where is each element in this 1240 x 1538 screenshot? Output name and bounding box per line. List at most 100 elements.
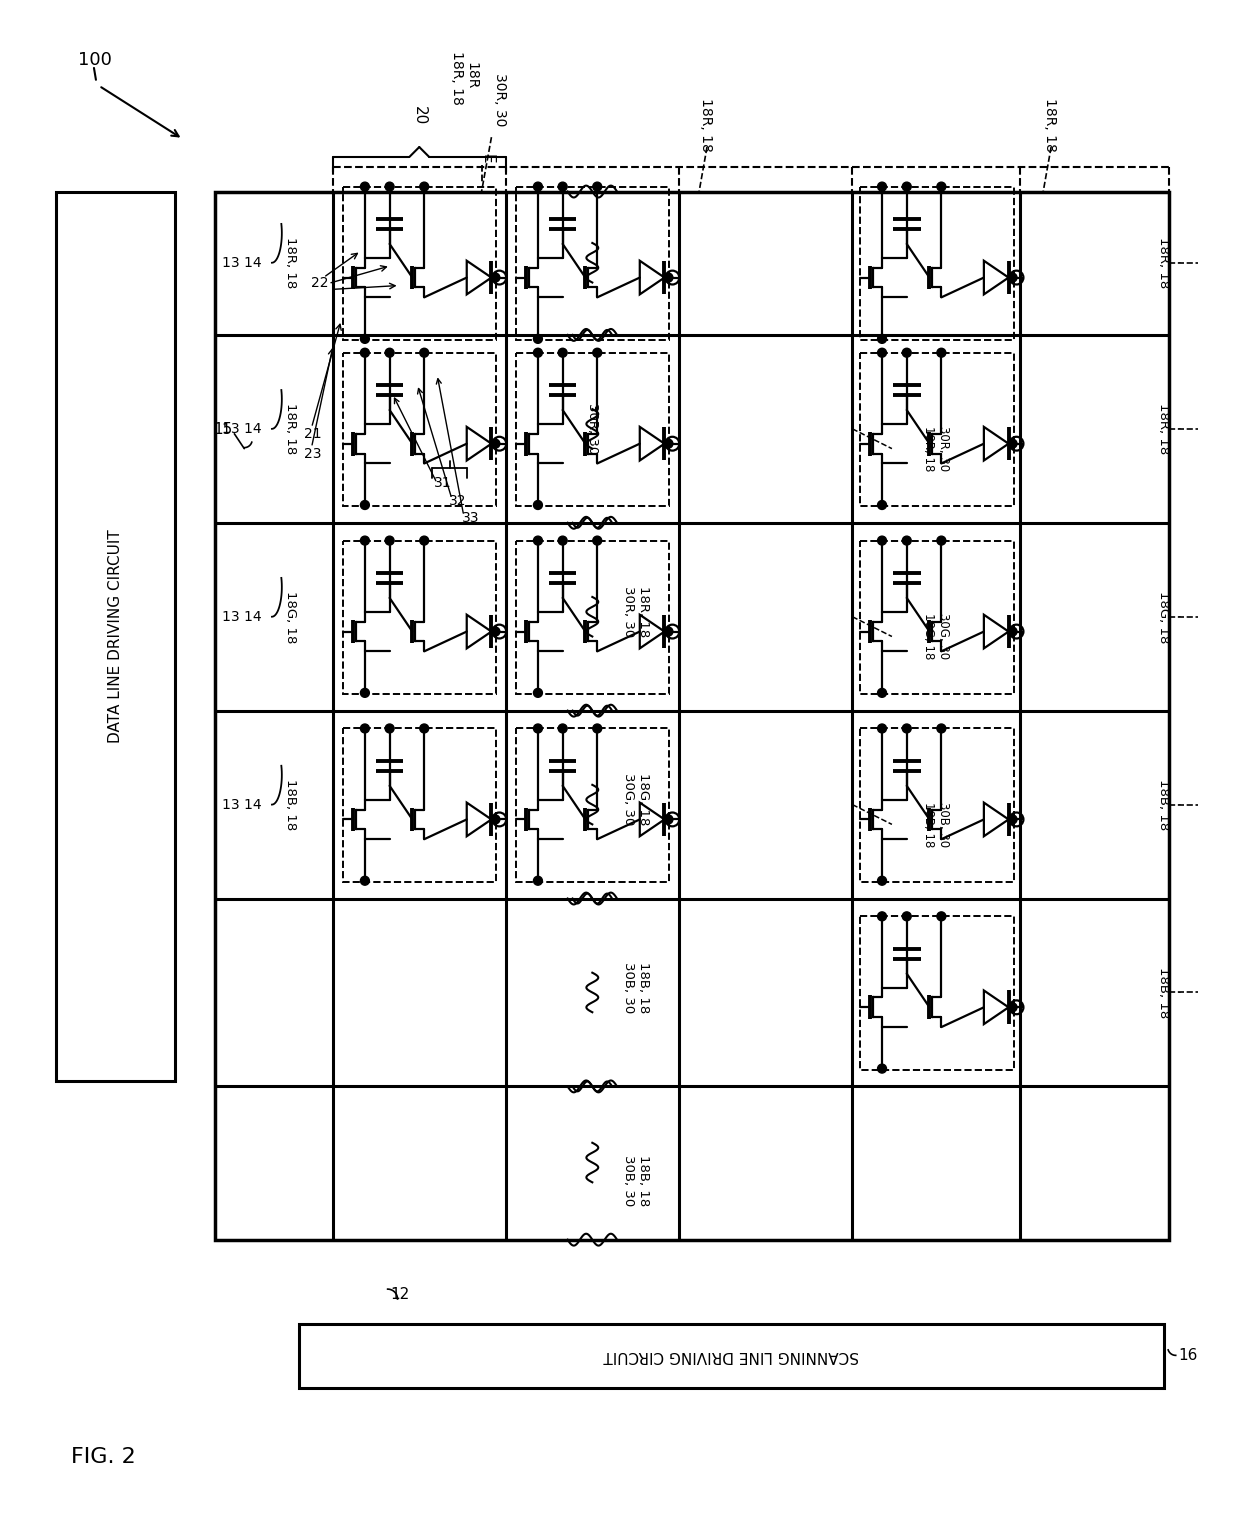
- Bar: [861, 917, 1013, 1069]
- Text: 18B, 18: 18B, 18: [637, 961, 650, 1014]
- Text: E: E: [480, 154, 495, 163]
- Circle shape: [420, 537, 429, 544]
- Bar: [861, 540, 1013, 694]
- Text: 18G, 18: 18G, 18: [637, 774, 650, 826]
- Bar: [343, 540, 496, 694]
- Circle shape: [558, 537, 567, 544]
- Text: 18R, 18: 18R, 18: [637, 586, 650, 637]
- Text: 32: 32: [449, 494, 466, 508]
- Text: 15: 15: [213, 423, 232, 437]
- Text: 23: 23: [304, 446, 321, 460]
- Text: 30G, 30: 30G, 30: [622, 774, 635, 826]
- Circle shape: [361, 334, 370, 343]
- Circle shape: [361, 181, 370, 191]
- Bar: [343, 186, 496, 340]
- Circle shape: [937, 181, 946, 191]
- Text: 18B, 18: 18B, 18: [1157, 778, 1171, 831]
- Circle shape: [533, 500, 542, 509]
- Circle shape: [491, 628, 500, 637]
- Text: 30R, 30: 30R, 30: [622, 586, 635, 637]
- Circle shape: [386, 537, 394, 544]
- Circle shape: [878, 500, 887, 509]
- Circle shape: [878, 1064, 887, 1074]
- Circle shape: [361, 689, 370, 697]
- Bar: [516, 352, 670, 506]
- Circle shape: [491, 440, 500, 448]
- Circle shape: [937, 348, 946, 357]
- Circle shape: [558, 348, 567, 357]
- Circle shape: [491, 815, 500, 824]
- Circle shape: [903, 724, 911, 734]
- Circle shape: [878, 877, 887, 886]
- Text: 13 14: 13 14: [222, 609, 262, 624]
- Circle shape: [420, 348, 429, 357]
- Text: 30G, 30
18G, 18: 30G, 30 18G, 18: [921, 614, 950, 660]
- Text: 18R, 18: 18R, 18: [1157, 237, 1171, 288]
- Circle shape: [878, 181, 887, 191]
- Text: 18R, 18: 18R, 18: [284, 403, 298, 454]
- Text: 30R, 30
18R, 18: 30R, 30 18R, 18: [921, 426, 950, 471]
- Circle shape: [593, 348, 601, 357]
- Text: 18B, 18: 18B, 18: [1157, 967, 1171, 1018]
- Circle shape: [663, 274, 673, 281]
- Circle shape: [903, 912, 911, 921]
- Text: SCANNING LINE DRIVING CIRCUIT: SCANNING LINE DRIVING CIRCUIT: [603, 1347, 858, 1363]
- Circle shape: [361, 348, 370, 357]
- Bar: [861, 352, 1013, 506]
- Circle shape: [878, 334, 887, 343]
- Circle shape: [663, 628, 673, 637]
- Circle shape: [593, 537, 601, 544]
- Bar: [861, 186, 1013, 340]
- Circle shape: [937, 912, 946, 921]
- Circle shape: [386, 181, 394, 191]
- Circle shape: [903, 181, 911, 191]
- Circle shape: [878, 689, 887, 697]
- Circle shape: [533, 877, 542, 886]
- Text: 16: 16: [1179, 1347, 1198, 1363]
- Bar: [516, 729, 670, 881]
- Bar: [516, 186, 670, 340]
- Text: DATA LINE DRIVING CIRCUIT: DATA LINE DRIVING CIRCUIT: [108, 529, 123, 743]
- Text: 13 14: 13 14: [222, 798, 262, 812]
- Circle shape: [361, 537, 370, 544]
- Circle shape: [386, 348, 394, 357]
- Circle shape: [361, 724, 370, 734]
- Bar: [299, 1324, 1164, 1387]
- Circle shape: [1008, 274, 1017, 281]
- Circle shape: [533, 181, 542, 191]
- Circle shape: [491, 274, 500, 281]
- Bar: [343, 729, 496, 881]
- Circle shape: [937, 537, 946, 544]
- Circle shape: [386, 724, 394, 734]
- Text: 12: 12: [391, 1287, 410, 1301]
- Circle shape: [533, 724, 542, 734]
- Circle shape: [593, 724, 601, 734]
- Text: 18G, 18: 18G, 18: [1157, 591, 1171, 643]
- Text: 33: 33: [461, 511, 480, 524]
- Text: 13 14: 13 14: [222, 255, 262, 269]
- Text: 18R, 18: 18R, 18: [284, 237, 298, 288]
- Bar: [56, 192, 175, 1081]
- Circle shape: [558, 181, 567, 191]
- Text: 21: 21: [304, 428, 321, 441]
- Text: 18R: 18R: [465, 62, 479, 89]
- Circle shape: [937, 724, 946, 734]
- Circle shape: [1008, 815, 1017, 824]
- Text: 30R, 30: 30R, 30: [494, 72, 507, 126]
- Text: 31: 31: [434, 477, 451, 491]
- Text: -: -: [1177, 987, 1180, 997]
- Circle shape: [878, 537, 887, 544]
- Text: 13 14: 13 14: [222, 421, 262, 435]
- Circle shape: [361, 877, 370, 886]
- Circle shape: [361, 500, 370, 509]
- Text: -: -: [1177, 258, 1180, 268]
- Text: 20: 20: [412, 106, 427, 125]
- Bar: [215, 192, 1169, 1240]
- Bar: [861, 729, 1013, 881]
- Circle shape: [533, 537, 542, 544]
- Circle shape: [878, 348, 887, 357]
- Text: -: -: [1177, 612, 1180, 621]
- Text: -: -: [1177, 800, 1180, 809]
- Text: 18R, 18: 18R, 18: [699, 98, 713, 152]
- Text: 30R, 30: 30R, 30: [585, 403, 599, 454]
